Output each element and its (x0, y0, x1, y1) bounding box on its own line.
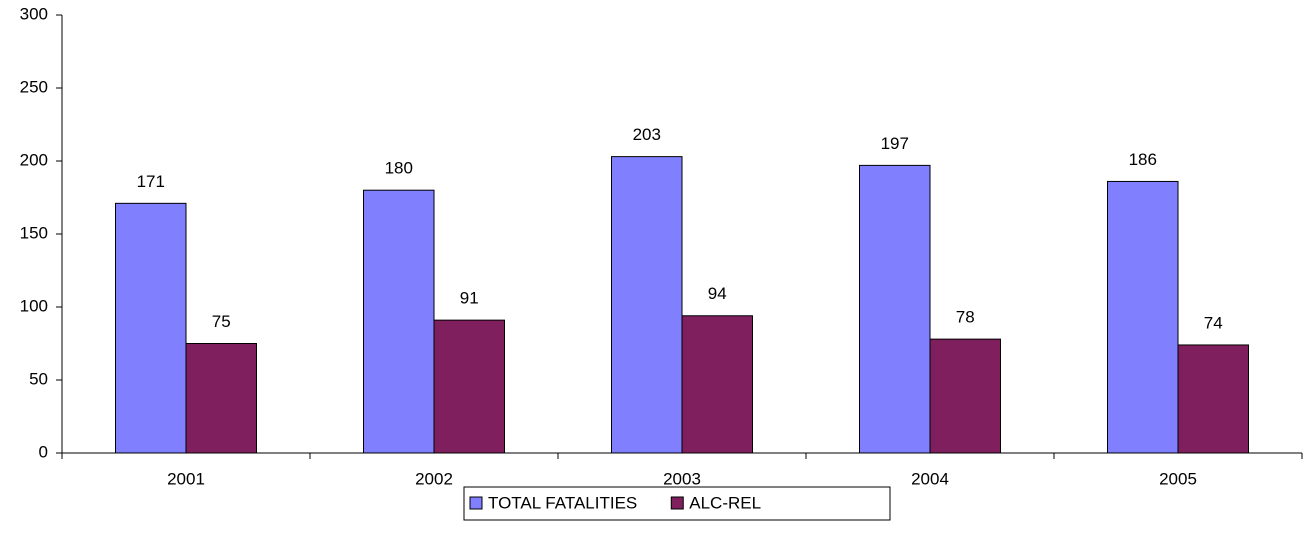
data-label: 197 (881, 134, 909, 153)
y-tick-label: 0 (39, 442, 48, 461)
x-tick-label: 2004 (911, 469, 949, 488)
x-tick-label: 2003 (663, 469, 701, 488)
y-tick-label: 200 (20, 150, 48, 169)
bar (681, 315, 753, 454)
legend-label: ALC-REL (689, 493, 761, 512)
bar (1177, 344, 1249, 454)
bar (433, 319, 505, 454)
y-tick-label: 250 (20, 77, 48, 96)
y-tick-label: 300 (20, 4, 48, 23)
bar (1107, 180, 1179, 454)
data-label: 171 (137, 172, 165, 191)
data-label: 78 (956, 308, 975, 327)
bar (929, 338, 1001, 454)
y-tick-label: 100 (20, 296, 48, 315)
data-label: 186 (1129, 150, 1157, 169)
x-tick-label: 2005 (1159, 469, 1197, 488)
legend-swatch (670, 496, 684, 510)
legend-swatch (469, 496, 483, 510)
bar (859, 164, 931, 454)
data-label: 203 (633, 125, 661, 144)
data-label: 91 (460, 289, 479, 308)
y-tick-label: 150 (20, 223, 48, 242)
x-tick-label: 2001 (167, 469, 205, 488)
bar (185, 343, 257, 454)
x-tick-label: 2002 (415, 469, 453, 488)
data-label: 75 (212, 312, 231, 331)
data-label: 94 (708, 284, 727, 303)
legend-label: TOTAL FATALITIES (488, 493, 637, 512)
y-tick-label: 50 (29, 369, 48, 388)
data-label: 180 (385, 159, 413, 178)
bar (363, 189, 435, 454)
data-label: 74 (1204, 313, 1223, 332)
bar (611, 156, 683, 454)
bar (115, 202, 187, 454)
